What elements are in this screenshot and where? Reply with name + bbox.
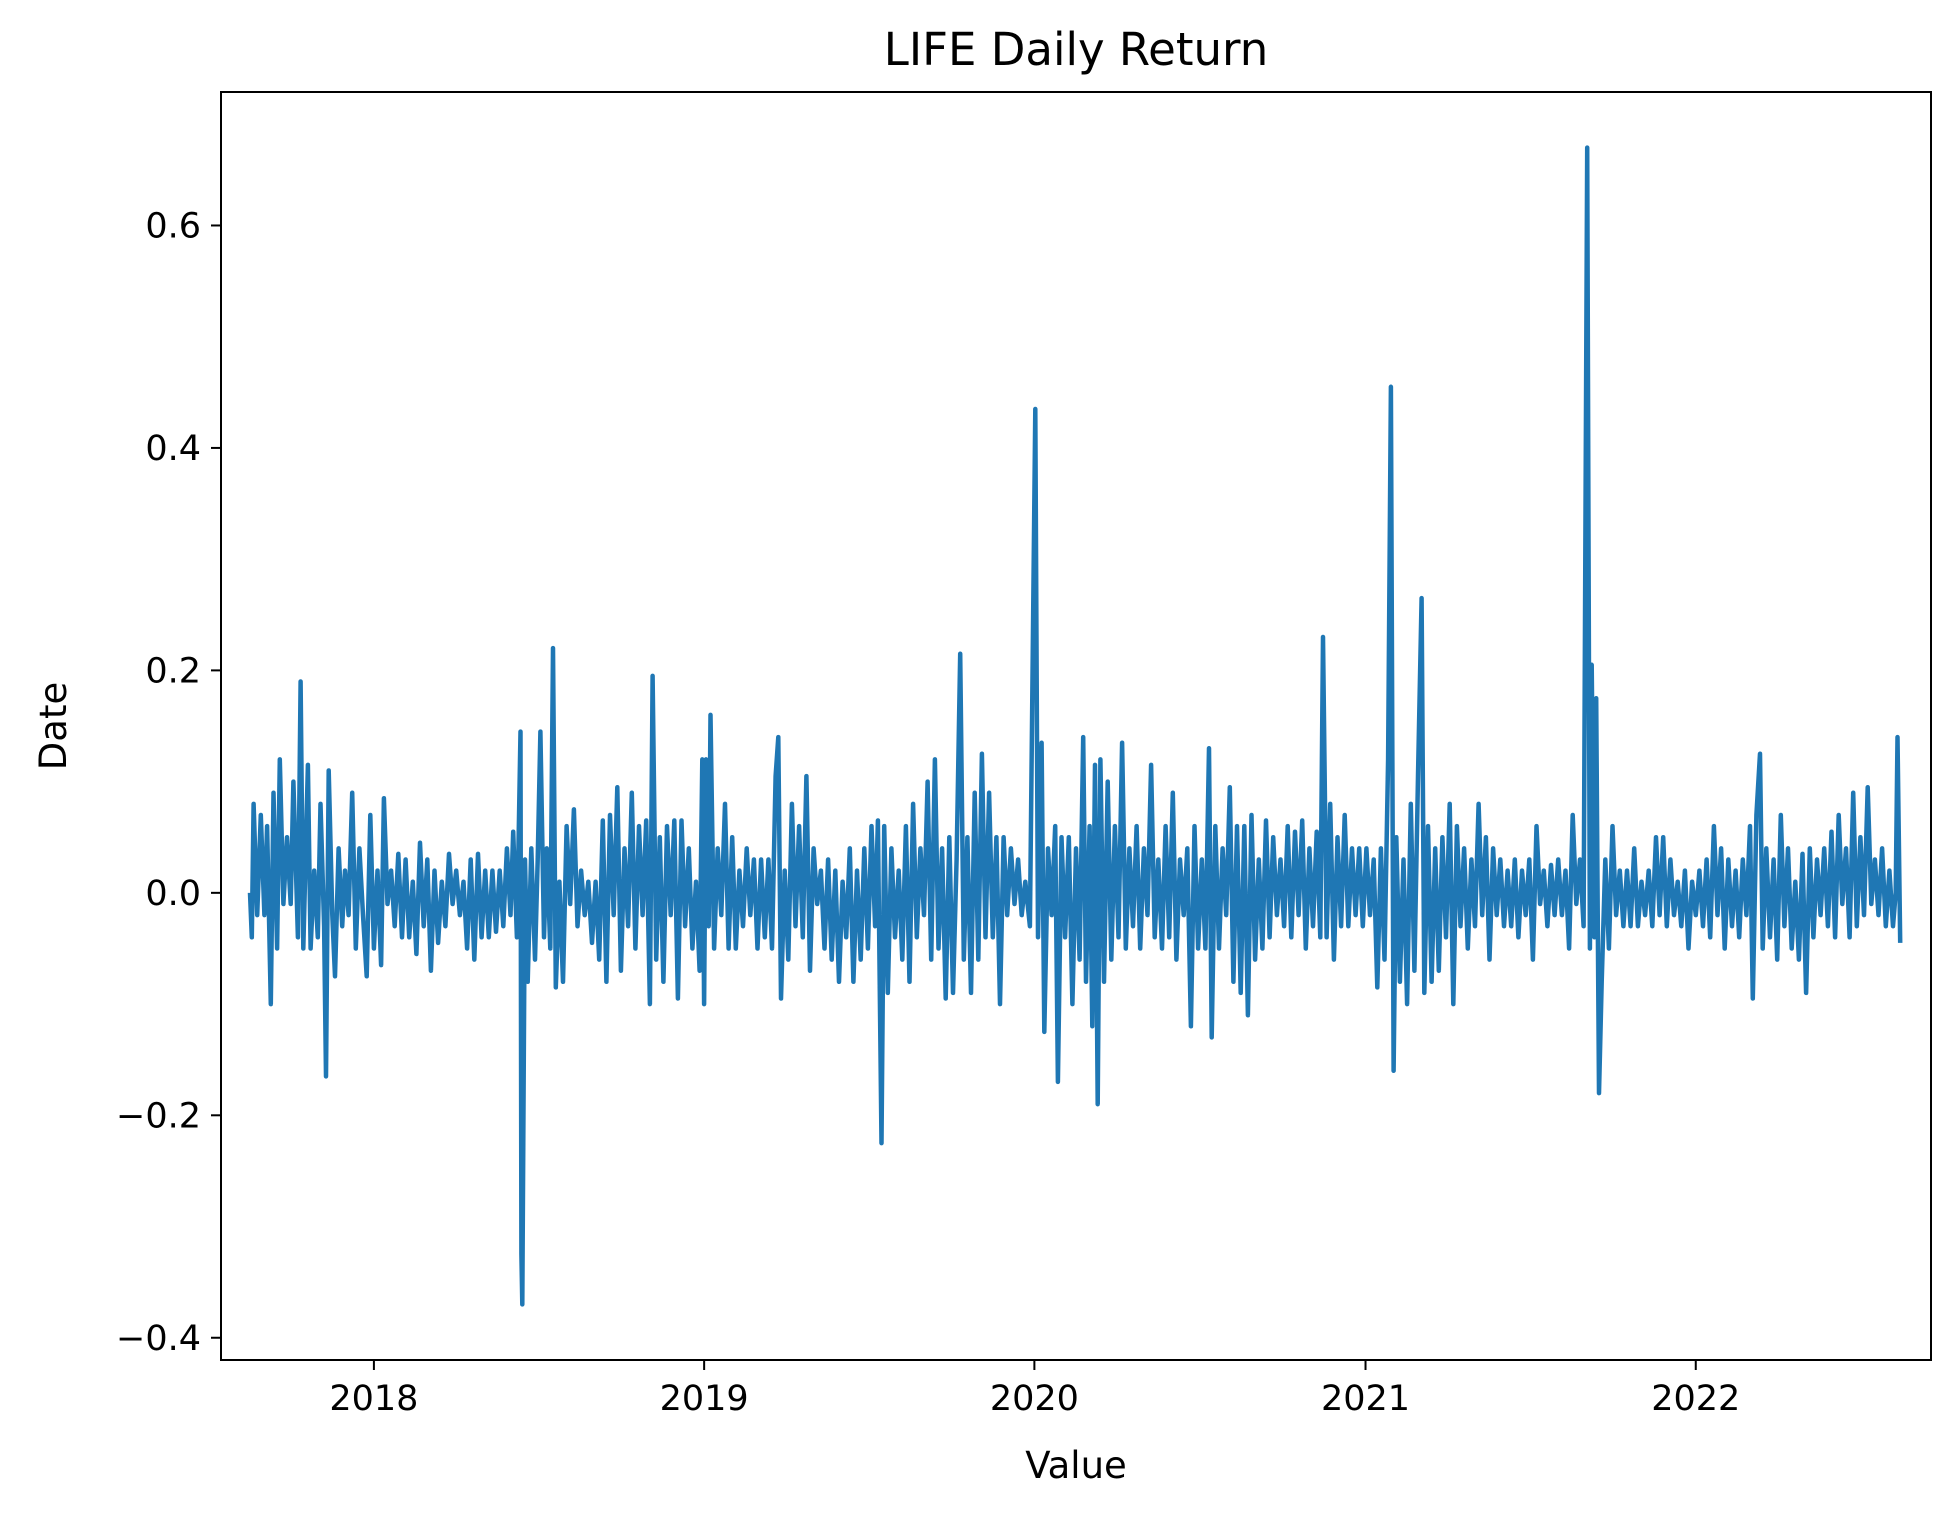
y-tick-label-2: 0.0 [145,874,201,914]
y-tick-label-4: 0.4 [145,429,201,469]
y-tick-label-0: −0.4 [116,1319,201,1359]
plot-frame [220,91,1932,1361]
y-tick-label-3: 0.2 [145,651,201,691]
x-tick-label-0: 2018 [329,1379,418,1419]
y-tick-label-1: −0.2 [116,1096,201,1136]
x-tick-label-4: 2022 [1651,1379,1740,1419]
x-tick-label-3: 2021 [1321,1379,1410,1419]
plot-area [247,145,1903,1307]
y-axis: −0.4 −0.2 0.0 0.2 0.4 0.6 [116,206,221,1359]
x-axis: 2018 2019 2020 2021 2022 [329,1360,1740,1419]
y-axis-label: Date [32,682,75,770]
x-axis-label: Value [1025,1444,1127,1487]
x-tick-label-1: 2019 [660,1379,749,1419]
series-line-0 [247,145,1903,1307]
y-tick-label-5: 0.6 [145,206,201,246]
x-tick-label-2: 2020 [990,1379,1079,1419]
chart-title: LIFE Daily Return [884,23,1268,76]
